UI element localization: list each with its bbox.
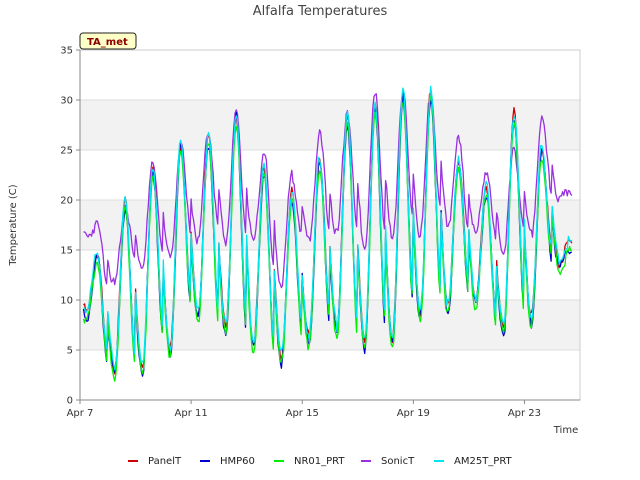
grid-band [80, 50, 580, 100]
legend-item-panelt: PanelT [128, 456, 182, 467]
y-tick-label: 10 [60, 296, 73, 307]
legend-label: NR01_PRT [294, 456, 345, 467]
x-tick-label: Apr 19 [397, 408, 430, 419]
legend-label: SonicT [381, 456, 415, 467]
legend: PanelT HMP60 NR01_PRT SonicT AM25T_PRT [128, 456, 513, 467]
grid-band [80, 350, 580, 400]
grid-band [80, 300, 580, 350]
legend-item-am25t_prt: AM25T_PRT [434, 456, 513, 467]
x-tick-label: Apr 23 [508, 408, 541, 419]
legend-label: AM25T_PRT [454, 456, 513, 467]
grid-band [80, 150, 580, 200]
plot-background [79, 49, 581, 401]
axes: 0 5 10 15 20 25 30 35 Apr 7 Apr 11 Apr 15 Apr 19 Apr… [60, 46, 580, 419]
x-tick-label: Apr 11 [175, 408, 208, 419]
legend-label: HMP60 [220, 456, 255, 467]
ta-met-badge: TA_met [79, 32, 137, 50]
y-tick-label: 35 [60, 46, 73, 57]
legend-label: PanelT [148, 456, 182, 467]
legend-item-sonict: SonicT [361, 456, 415, 467]
chart-title: Alfalfa Temperatures [253, 4, 388, 19]
y-tick-label: 25 [60, 146, 73, 157]
x-axis-label: Time [553, 425, 578, 436]
plot-series [82, 85, 573, 382]
y-axis-label: Temperature (C) [8, 184, 19, 266]
badge-text: TA_met [87, 37, 128, 48]
series-line-sonict [83, 89, 573, 289]
y-tick-label: 0 [67, 396, 73, 407]
y-tick-label: 30 [60, 96, 73, 107]
y-tick-label: 5 [67, 346, 73, 357]
x-tick-label: Apr 7 [67, 408, 94, 419]
y-tick-label: 20 [60, 196, 73, 207]
y-tick-label: 15 [60, 246, 73, 257]
badge-box [79, 32, 137, 50]
grid-band [80, 100, 580, 150]
x-tick-label: Apr 15 [286, 408, 319, 419]
legend-item-hmp60: HMP60 [200, 456, 255, 467]
legend-item-nr01_prt: NR01_PRT [274, 456, 345, 467]
series-line-am25t_prt [83, 85, 573, 371]
